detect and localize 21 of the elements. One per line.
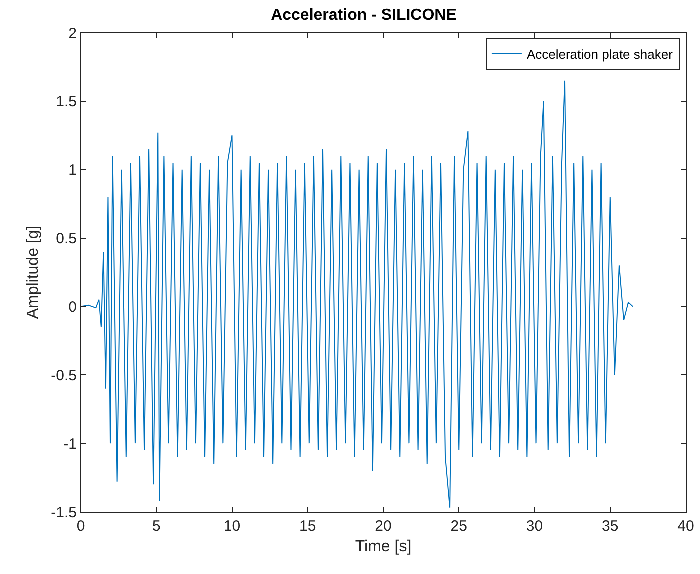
- x-tick-label: 10: [224, 518, 241, 535]
- y-tick-label: 0.5: [56, 230, 77, 248]
- x-tick-label: 20: [375, 518, 392, 535]
- x-tick-label: 5: [152, 518, 161, 535]
- chart-title: Acceleration - SILICONE: [271, 6, 458, 24]
- y-tick-label: 0: [68, 298, 77, 316]
- y-tick-label: -1: [64, 436, 77, 453]
- y-tick-label: 1: [68, 162, 77, 180]
- y-tick-label: 2: [68, 25, 77, 42]
- y-tick-label: -1.5: [51, 504, 77, 522]
- x-axis-title: Time [s]: [355, 538, 412, 556]
- x-tick-label: 30: [526, 518, 544, 535]
- x-tick-label: 40: [678, 518, 694, 535]
- x-tick-label: 25: [450, 518, 468, 535]
- y-tick-label: 1.5: [56, 94, 77, 111]
- y-axis-title: Amplitude [g]: [25, 226, 42, 320]
- y-tick-label: -0.5: [51, 367, 77, 384]
- x-tick-label: 35: [602, 518, 619, 535]
- legend-label: Acceleration plate shaker: [526, 46, 674, 62]
- line-series: [81, 80, 634, 508]
- x-tick-label: 15: [300, 518, 316, 535]
